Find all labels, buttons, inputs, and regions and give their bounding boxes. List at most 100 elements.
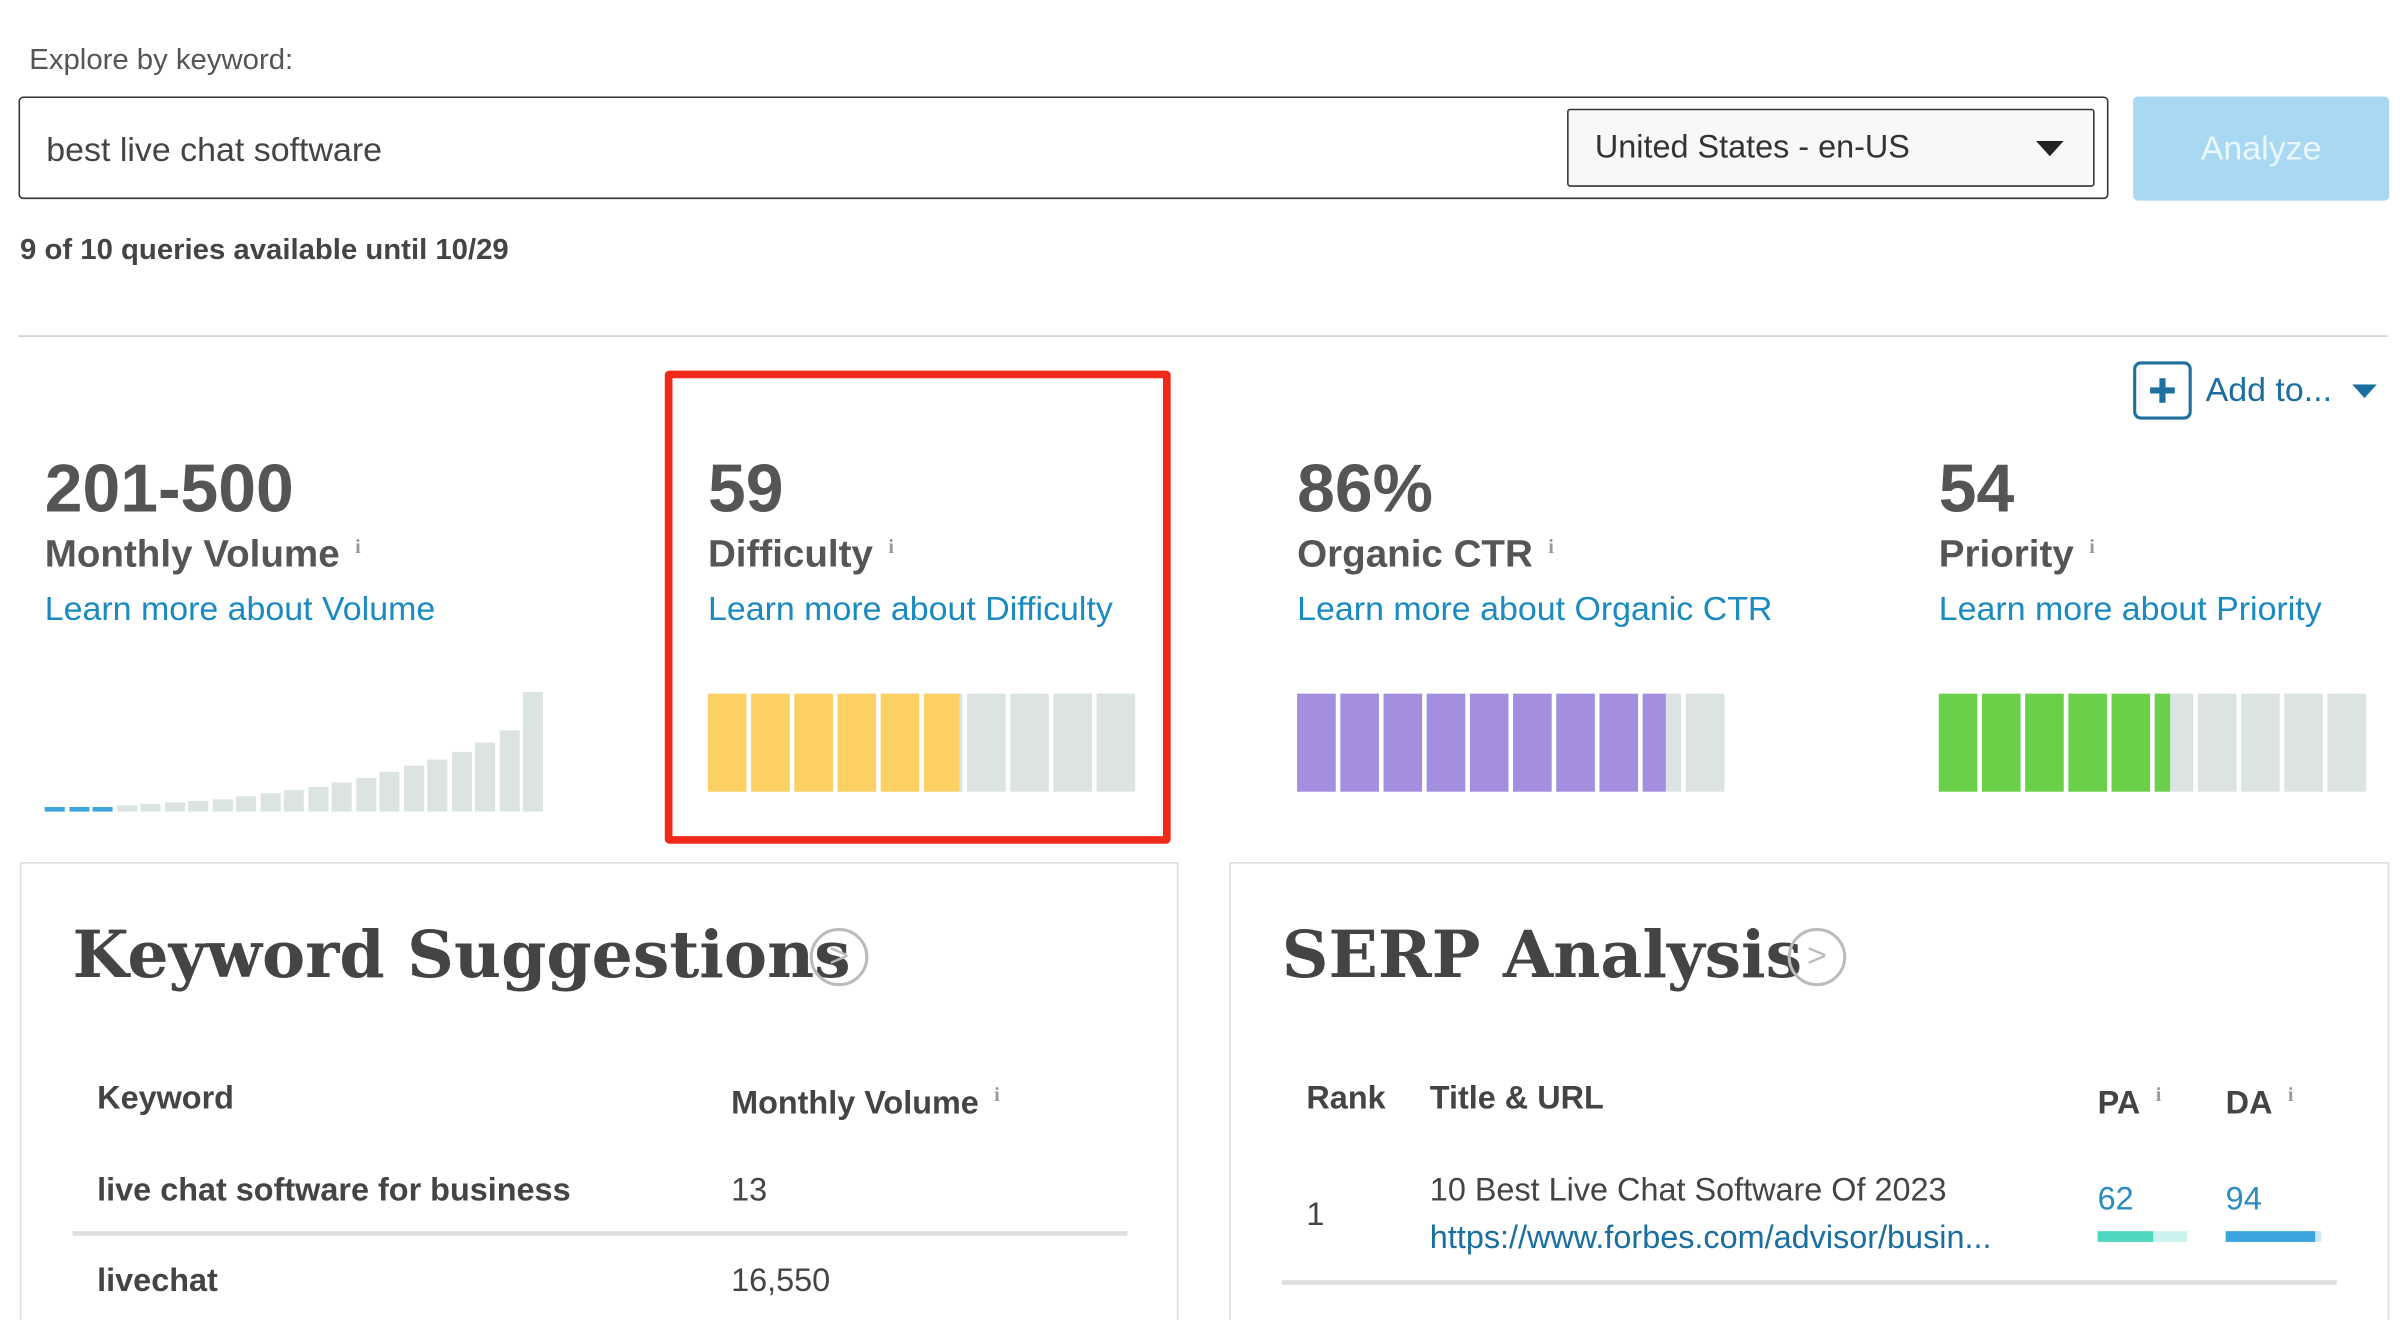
volume-history-bar <box>522 692 543 812</box>
search-label: Explore by keyword: <box>29 44 294 77</box>
metric-value: 86% <box>1297 451 1434 527</box>
info-icon[interactable]: i <box>1548 533 1554 557</box>
metric-label-text: Organic CTR <box>1297 532 1533 576</box>
volume-history-bar <box>498 730 520 812</box>
meter-fill <box>1469 693 1509 792</box>
info-icon[interactable]: i <box>994 1082 1000 1106</box>
meter-segment <box>2284 693 2323 792</box>
table-header: Title & URL <box>1429 1081 1604 1117</box>
meter-segment <box>2197 693 2237 792</box>
meter-fill <box>1938 693 1978 792</box>
meter-fill <box>1297 693 1336 792</box>
volume-history-bar <box>283 790 304 812</box>
keyword-cell: live chat software for business <box>97 1172 571 1209</box>
table-header-text: DA <box>2225 1085 2273 1121</box>
meter-fill <box>1340 693 1379 792</box>
da-value: 94 <box>2225 1182 2262 1218</box>
table-header: PA i <box>2098 1083 2162 1123</box>
volume-history-bar <box>331 782 352 812</box>
table-header: Rank <box>1306 1081 1386 1117</box>
divider <box>18 335 2388 337</box>
search-query: best live chat software <box>46 130 383 169</box>
metric-label: Organic CTR i <box>1297 533 1554 577</box>
panel-title: Keyword Suggestions <box>72 917 851 993</box>
panel-arrow[interactable]: > <box>809 927 869 987</box>
metric-link[interactable]: Learn more about Volume <box>44 589 436 628</box>
meter-fill <box>837 693 877 792</box>
table-header-text: Monthly Volume <box>731 1085 979 1121</box>
da-bar <box>2225 1231 2316 1242</box>
result-url[interactable]: https://www.forbes.com/advisor/busin... <box>1429 1220 1992 1256</box>
info-icon[interactable]: i <box>2155 1082 2162 1106</box>
table-header: DA i <box>2226 1083 2294 1123</box>
volume-history-bar <box>451 751 472 812</box>
meter-fill <box>2111 693 2151 792</box>
volume-history-bar <box>140 803 161 812</box>
meter-fill <box>1556 693 1595 792</box>
info-icon[interactable]: i <box>355 533 361 557</box>
table-header: Keyword <box>97 1081 234 1117</box>
metric-label-text: Difficulty <box>707 532 873 576</box>
meter-segment <box>2241 693 2280 792</box>
metric-label: Priority i <box>1939 533 2095 577</box>
meter-fill <box>1426 693 1466 792</box>
volume-history-bar <box>212 799 233 812</box>
volume-history-bar <box>68 806 89 812</box>
pa-value: 62 <box>2097 1182 2134 1218</box>
info-icon[interactable]: i <box>2089 533 2095 557</box>
da-track <box>2225 1231 2322 1242</box>
locale-text: United States - en-US <box>1594 130 1910 166</box>
metric-link[interactable]: Learn more about Priority <box>1938 589 2322 628</box>
meter-segment <box>967 693 1006 792</box>
meter-fill <box>2068 693 2107 792</box>
info-icon[interactable]: i <box>888 533 894 557</box>
volume-history-bar <box>116 805 137 812</box>
meter-fill <box>923 693 959 792</box>
add-icon[interactable] <box>2133 361 2192 420</box>
metric-value: 201-500 <box>44 451 294 527</box>
search-input[interactable]: best live chat software <box>18 96 2109 200</box>
metric-value: 54 <box>1938 451 2015 527</box>
result-title: 10 Best Live Chat Software Of 2023 <box>1429 1172 1947 1209</box>
meter-fill <box>1981 693 2021 792</box>
dropdown-arrow <box>2035 140 2064 157</box>
quota-text: 9 of 10 queries available until 10/29 <box>20 234 509 267</box>
volume-history-bar <box>92 806 113 812</box>
meter-segment <box>1010 693 1049 792</box>
keyword-suggestions-panel: Keyword Suggestions > Keyword Monthly Vo… <box>20 862 1179 1320</box>
volume-history-bar <box>403 765 424 812</box>
volume-history-bar <box>355 777 376 812</box>
highlight-box <box>664 370 1171 844</box>
metric-link[interactable]: Learn more about Difficulty <box>707 589 1113 628</box>
meter-segment <box>2327 693 2367 792</box>
volume-history-bar <box>44 806 65 812</box>
panel-arrow[interactable]: > <box>1787 927 1847 987</box>
volume-history-bar <box>235 796 257 812</box>
volume-history-bar <box>307 787 328 812</box>
meter-fill <box>751 693 790 792</box>
meter-fill <box>707 693 747 792</box>
table-header: Monthly Volume i <box>731 1083 1000 1123</box>
volume-history-bar <box>379 771 400 812</box>
info-icon[interactable]: i <box>2287 1082 2294 1106</box>
meter-fill <box>794 693 833 792</box>
meter-fill <box>880 693 920 792</box>
meter-fill <box>1513 693 1552 792</box>
metric-label-text: Monthly Volume <box>44 532 340 576</box>
pa-track <box>2097 1231 2188 1242</box>
meter-segment <box>1096 693 1136 792</box>
analyze-button[interactable]: Analyze <box>2133 96 2390 201</box>
add-to[interactable]: Add to... <box>2205 370 2333 409</box>
serp-analysis-panel: SERP Analysis > Rank Title & URL PA i DA i… <box>1229 862 2390 1320</box>
row-divider <box>1281 1280 2337 1285</box>
meter-fill <box>1383 693 1423 792</box>
volume-cell: 16,550 <box>731 1263 831 1299</box>
meter-segment <box>1053 693 1093 792</box>
volume-history-bar <box>188 800 209 812</box>
meter-fill <box>2025 693 2064 792</box>
locale-dropdown[interactable]: United States - en-US <box>1567 108 2095 187</box>
rank-cell: 1 <box>1306 1197 1325 1233</box>
metric-label: Difficulty i <box>708 533 894 577</box>
metric-link[interactable]: Learn more about Organic CTR <box>1297 589 1773 628</box>
